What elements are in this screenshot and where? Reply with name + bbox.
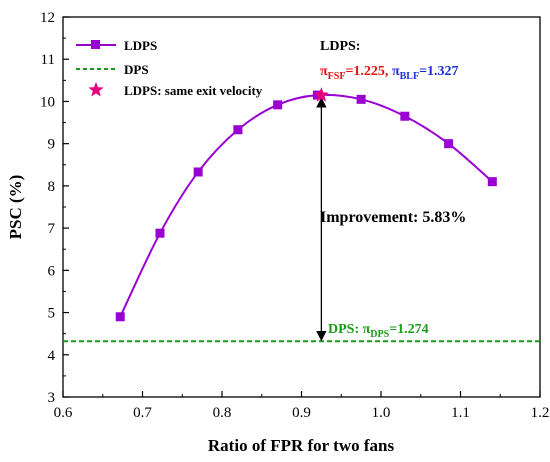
dps-prefix: DPS: [328, 322, 363, 337]
y-tick-label: 11 [41, 52, 55, 68]
ldps-line [119, 93, 493, 318]
same-exit-velocity-point [313, 87, 329, 102]
x-tick-label: 0.6 [54, 405, 73, 421]
ldps-point [193, 167, 203, 177]
legend-dps-label: DPS [124, 62, 149, 77]
same-exit-velocity-series [313, 87, 329, 102]
ldps-point [356, 94, 366, 104]
x-tick-label: 1.2 [531, 405, 550, 421]
y-tick-label: 5 [48, 306, 56, 322]
annotation-ldps-params: πFSF=1.225, πBLF=1.327 [320, 64, 459, 82]
pi-blf-subscript: BLF [400, 71, 419, 82]
pi-fsf-value: =1.225, [345, 64, 388, 79]
legend-ldps-label: LDPS [124, 38, 157, 53]
y-tick-label: 7 [48, 221, 56, 237]
x-axis-ticks: 0.6 0.7 0.8 0.9 1.0 1.1 1.2 [54, 391, 550, 421]
y-tick-label: 6 [48, 263, 56, 279]
y-axis-ticks: 3 4 5 6 7 8 9 10 11 12 [40, 10, 69, 406]
pi-fsf-subscript: FSF [328, 71, 346, 82]
annotation-improvement: Improvement: 5.83% [320, 209, 466, 226]
pi-blf-value: =1.327 [419, 64, 458, 79]
pi-dps-symbol: π [363, 322, 371, 337]
x-tick-label: 0.7 [133, 405, 152, 421]
pi-dps-subscript: DPS [370, 329, 389, 340]
pi-fsf-symbol: π [320, 64, 328, 79]
legend-star-label: LDPS: same exit velocity [124, 83, 263, 98]
x-tick-label: 1.1 [451, 405, 470, 421]
x-tick-label: 1.0 [372, 405, 391, 421]
y-tick-label: 9 [48, 137, 56, 153]
y-tick-label: 12 [40, 10, 55, 26]
pi-dps-value: =1.274 [389, 322, 428, 337]
x-tick-label: 0.8 [213, 405, 232, 421]
annotation-dps: DPS: πDPS=1.274 [328, 322, 429, 340]
x-axis-title: Ratio of FPR for two fans [208, 436, 395, 455]
ldps-point [444, 139, 454, 149]
legend-ldps-marker [91, 40, 100, 49]
ldps-point [115, 312, 125, 322]
legend: LDPS DPS LDPS: same exit velocity [76, 38, 263, 98]
ldps-point [273, 100, 283, 110]
y-axis-title: PSC (%) [6, 175, 25, 240]
annotation-ldps-title: LDPS: [320, 39, 360, 54]
ldps-point [155, 228, 165, 238]
y-tick-label: 3 [48, 390, 56, 406]
y-tick-label: 10 [40, 94, 55, 110]
ldps-point [487, 177, 497, 187]
ldps-point [400, 111, 410, 121]
ldps-point [233, 125, 243, 135]
x-tick-label: 0.9 [292, 405, 311, 421]
y-tick-label: 8 [48, 179, 56, 195]
ldps-series [115, 90, 497, 322]
y-tick-label: 4 [48, 348, 56, 364]
legend-star-marker [88, 82, 104, 97]
pi-blf-symbol: π [392, 64, 400, 79]
